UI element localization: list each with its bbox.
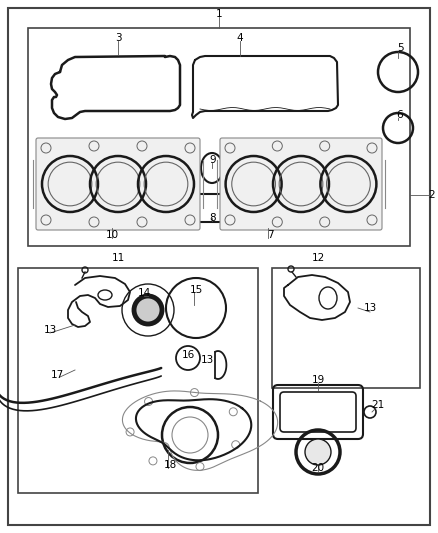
Text: 15: 15 [189,285,203,295]
Text: 10: 10 [106,230,119,240]
Text: 13: 13 [364,303,377,313]
Text: 21: 21 [371,400,385,410]
Text: 8: 8 [210,213,216,223]
Bar [18,268,258,493]
Text: 3: 3 [115,33,121,43]
Text: 5: 5 [397,43,403,53]
Text: 13: 13 [200,355,214,365]
Text: 20: 20 [311,463,325,473]
Text: 7: 7 [267,230,273,240]
Text: 9: 9 [210,155,216,165]
Text: 11: 11 [111,253,125,263]
Text: 17: 17 [50,370,64,380]
Bar [272,268,420,388]
Text: 6: 6 [397,110,403,120]
Text: 12: 12 [311,253,325,263]
Text: 2: 2 [429,190,435,200]
Text: 13: 13 [43,325,57,335]
Text: 16: 16 [181,350,194,360]
Bar [28,28,410,246]
Circle shape [305,439,331,465]
Text: 18: 18 [163,460,177,470]
FancyBboxPatch shape [36,138,200,230]
Text: 1: 1 [215,9,223,19]
FancyBboxPatch shape [220,138,382,230]
Text: 14: 14 [138,288,151,298]
Text: 4: 4 [237,33,244,43]
Text: 19: 19 [311,375,325,385]
Circle shape [134,296,162,324]
